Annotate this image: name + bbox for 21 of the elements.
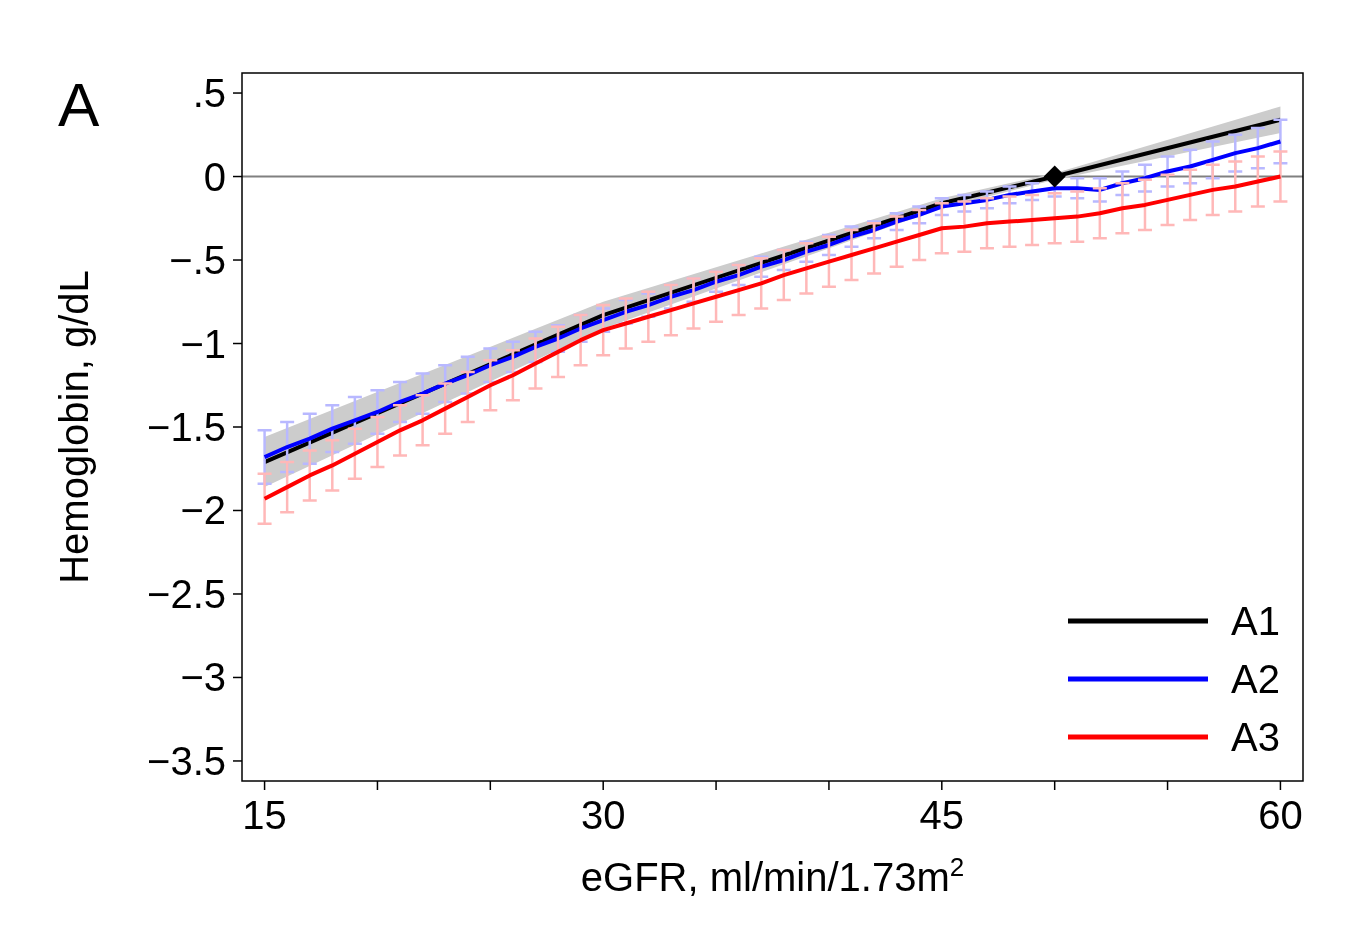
y-tick-label: −.5 <box>169 238 226 283</box>
x-tick-label: 60 <box>1258 793 1303 837</box>
x-axis-title: eGFR, ml/min/1.73m$^{2}$ <box>580 852 965 899</box>
chart-title: A <box>58 70 100 139</box>
y-tick-label: −1.5 <box>147 405 226 449</box>
line-series <box>262 174 1283 501</box>
x-tick-label: 30 <box>580 793 626 837</box>
legend-label: A1 <box>1231 599 1280 643</box>
y-tick-label: −3.5 <box>147 738 226 783</box>
y-tick-label: −3 <box>180 655 226 700</box>
y-tick-label: 0 <box>203 154 226 199</box>
legend-label: A3 <box>1231 715 1280 759</box>
x-tick-label: 45 <box>919 793 965 837</box>
y-tick-label: −2.5 <box>147 571 226 616</box>
y-axis-title: Hemoglobin, g/dL <box>52 270 96 584</box>
x-tick-label: 15 <box>242 793 287 837</box>
y-tick-label: −1 <box>180 321 226 366</box>
legend-label: A2 <box>1231 657 1280 701</box>
point <box>1043 165 1066 188</box>
y-tick-label: .5 <box>192 71 226 116</box>
y-tick-label: −2 <box>180 488 226 533</box>
